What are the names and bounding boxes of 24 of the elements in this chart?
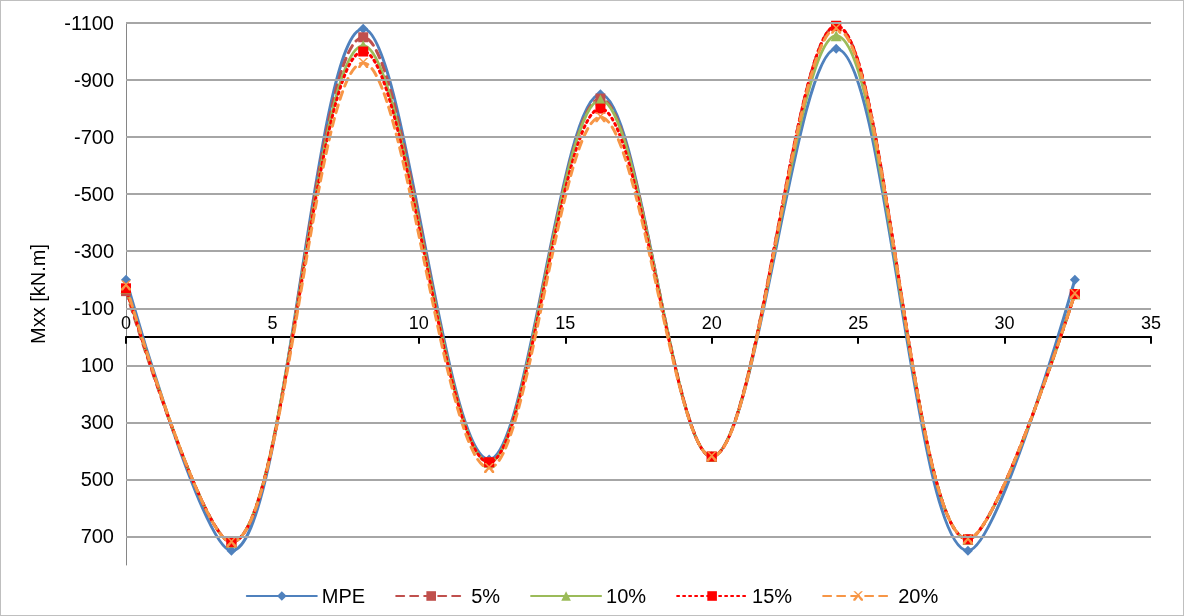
y-tick-label: 100: [80, 354, 114, 377]
x-tick-label: 25: [848, 313, 869, 334]
y-tick-label: -300: [73, 240, 114, 263]
y-tick-label: -900: [73, 69, 114, 92]
legend-label: 15%: [752, 585, 793, 607]
y-tick-label: 300: [80, 411, 114, 434]
x-tick-label: 30: [994, 313, 1015, 334]
x-tick-label: 10: [408, 313, 429, 334]
y-tick-label: 700: [80, 525, 114, 548]
x-tick-label: 20: [701, 313, 722, 334]
x-tick-label: 5: [267, 313, 278, 334]
legend-label: MPE: [321, 585, 366, 607]
x-tick-label: 15: [555, 313, 576, 334]
legend-label: 5%: [471, 585, 501, 607]
x-tick-label: 0: [120, 313, 132, 334]
y-tick-label: -700: [73, 126, 114, 149]
legend-label: 10%: [606, 585, 647, 607]
y-axis-title: Mxx [kN.m]: [27, 244, 49, 344]
x-tick-label: 35: [1140, 313, 1162, 334]
legend-label: 20%: [898, 585, 939, 607]
y-tick-label: -100: [73, 297, 114, 320]
y-tick-label: -1100: [64, 12, 114, 34]
y-tick-label: 500: [80, 468, 114, 491]
y-tick-label: -500: [73, 183, 114, 206]
